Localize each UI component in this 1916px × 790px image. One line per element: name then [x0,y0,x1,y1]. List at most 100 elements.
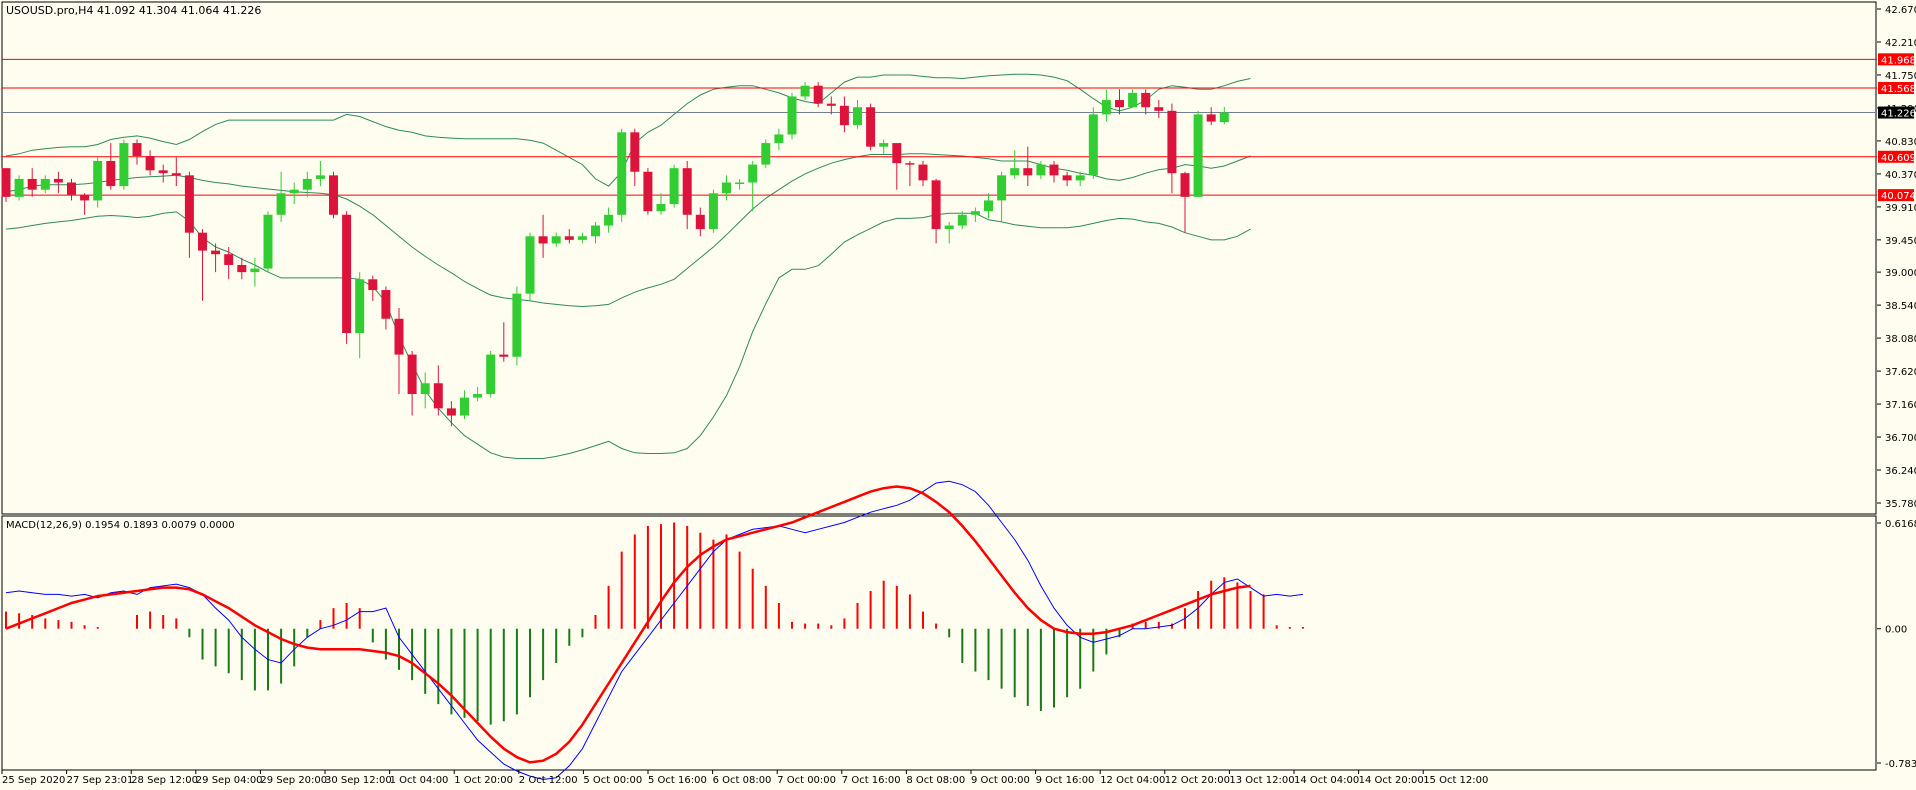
bear-candle [813,85,823,104]
bear-candle [1141,92,1151,108]
bear-candle [198,232,207,251]
bear-candle [499,354,509,357]
bear-candle [368,279,378,291]
price-tick-label: 35.780 [1885,499,1916,510]
bull-candle [853,107,862,126]
level-label-box [1878,150,1914,163]
price-tick-label: 42.670 [1885,5,1916,16]
time-tick-label: 12 Oct 20:00 [1165,775,1230,786]
macd-tick-label: -0.7836 [1885,759,1916,770]
bull-candle [669,168,679,205]
bear-candle [1180,173,1190,197]
bear-candle [106,161,116,187]
bear-candle [158,170,168,174]
bear-candle [630,132,640,172]
time-tick-label: 29 Sep 20:00 [260,775,327,786]
level-label-box [1878,53,1914,66]
time-tick-label: 9 Oct 16:00 [1036,775,1095,786]
bull-candle [1075,175,1085,181]
time-tick-label: 29 Sep 04:00 [196,775,263,786]
bear-candle [329,175,338,215]
price-tick-label: 41.750 [1885,71,1916,82]
time-tick-label: 9 Oct 00:00 [971,775,1030,786]
bear-candle [918,164,928,181]
bear-candle [171,173,181,176]
price-tick-label: 36.700 [1885,433,1916,444]
price-panel[interactable] [1,1,1877,515]
bull-candle [40,178,50,190]
time-tick-label: 8 Oct 08:00 [906,775,965,786]
bear-candle [394,318,404,355]
bull-candle [355,279,365,334]
macd-info-label: MACD(12,26,9) 0.1954 0.1893 0.0079 0.000… [6,520,235,531]
time-tick-label: 7 Oct 00:00 [777,775,836,786]
bull-candle [722,182,731,194]
level-labels: 41.968 41.568 40.609 40.074 41.226 [1878,53,1916,202]
bull-candle [957,214,967,226]
bull-candle [604,214,614,226]
bull-candle [276,193,286,215]
price-tick-label: 37.620 [1885,367,1916,378]
bear-candle [184,175,194,233]
bull-candle [315,175,325,179]
bear-candle [224,254,234,265]
macd-signal-line [5,485,1251,764]
bull-candle [879,143,889,147]
time-tick-label: 28 Sep 12:00 [131,775,198,786]
candles [1,82,1229,427]
bull-candle [787,96,797,135]
price-tick-label: 42.210 [1885,38,1916,49]
bear-candle [931,180,941,230]
macd-panel[interactable] [1,515,1877,771]
bollinger-upper-line [5,73,1251,187]
level-label: 40.609 [1881,153,1916,164]
bull-candle [970,211,980,215]
bull-candle [1101,100,1111,115]
bear-candle [905,163,915,165]
bull-candle [617,132,627,215]
bear-candle [132,143,142,156]
level-label: 40.074 [1881,191,1916,202]
time-tick-label: 1 Oct 20:00 [454,775,513,786]
bull-candle [1088,114,1098,176]
bull-candle [473,394,483,398]
bear-candle [695,214,705,230]
bull-candle [1219,112,1229,123]
time-tick-label: 12 Oct 04:00 [1100,775,1165,786]
level-label: 41.568 [1881,84,1916,95]
bear-candle [1062,175,1072,181]
level-label-box [1878,189,1914,202]
bull-candle [708,193,718,230]
price-tick-label: 38.540 [1885,301,1916,312]
price-tick-label: 40.830 [1885,137,1916,148]
bull-candle [1036,164,1046,176]
time-tick-label: 14 Oct 04:00 [1294,775,1359,786]
bear-candle [826,103,836,106]
bear-candle [682,168,692,215]
bull-candle [1193,114,1203,197]
bull-candle [420,383,430,395]
bollinger-lower-line [5,211,1251,459]
bear-candle [1167,110,1177,174]
bear-candle [381,290,391,319]
bull-candle [93,161,103,201]
time-tick-label: 15 Oct 12:00 [1423,775,1488,786]
time-tick-label: 5 Oct 16:00 [648,775,707,786]
bear-candle [211,250,221,255]
bear-candle [1023,168,1033,176]
price-axis: 42.67042.21041.75041.29040.83040.37039.9… [1877,5,1916,510]
time-tick-label: 2 Oct 12:00 [519,775,578,786]
bull-candle [1128,92,1138,108]
bull-candle [944,225,954,230]
bull-candle [997,175,1007,201]
price-tick-label: 37.160 [1885,400,1916,411]
bull-candle [263,214,273,269]
bear-candle [892,143,902,164]
bull-candle [656,204,666,212]
time-tick-label: 1 Oct 04:00 [390,775,449,786]
bear-candle [237,264,247,273]
bull-candle [250,268,260,273]
bear-candle [67,182,76,195]
bear-candle [27,178,37,190]
price-tick-label: 36.240 [1885,466,1916,477]
